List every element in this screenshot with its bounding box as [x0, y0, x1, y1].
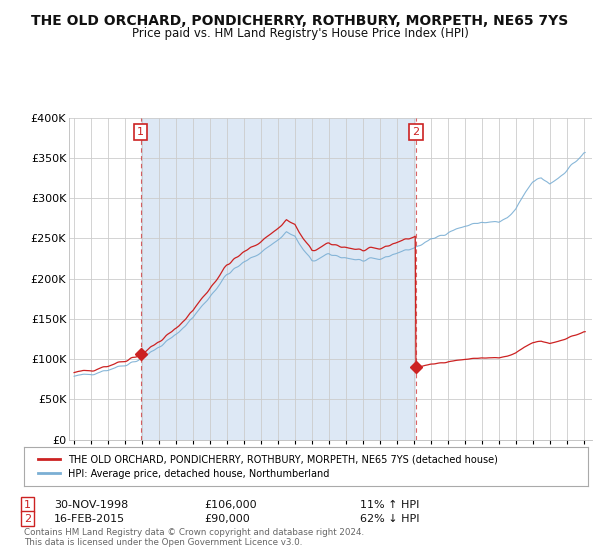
Text: 11% ↑ HPI: 11% ↑ HPI: [360, 500, 419, 510]
Text: 2: 2: [412, 127, 419, 137]
Text: 30-NOV-1998: 30-NOV-1998: [54, 500, 128, 510]
Bar: [140, 118, 416, 440]
Text: 1: 1: [137, 127, 144, 137]
Text: 62% ↓ HPI: 62% ↓ HPI: [360, 514, 419, 524]
Text: 2: 2: [24, 514, 31, 524]
Text: £90,000: £90,000: [204, 514, 250, 524]
Text: Contains HM Land Registry data © Crown copyright and database right 2024.
This d: Contains HM Land Registry data © Crown c…: [24, 528, 364, 547]
Text: £106,000: £106,000: [204, 500, 257, 510]
Text: Price paid vs. HM Land Registry's House Price Index (HPI): Price paid vs. HM Land Registry's House …: [131, 27, 469, 40]
Text: THE OLD ORCHARD, PONDICHERRY, ROTHBURY, MORPETH, NE65 7YS: THE OLD ORCHARD, PONDICHERRY, ROTHBURY, …: [31, 14, 569, 28]
Text: 1: 1: [24, 500, 31, 510]
Text: 16-FEB-2015: 16-FEB-2015: [54, 514, 125, 524]
Legend: THE OLD ORCHARD, PONDICHERRY, ROTHBURY, MORPETH, NE65 7YS (detached house), HPI:: THE OLD ORCHARD, PONDICHERRY, ROTHBURY, …: [35, 450, 502, 483]
